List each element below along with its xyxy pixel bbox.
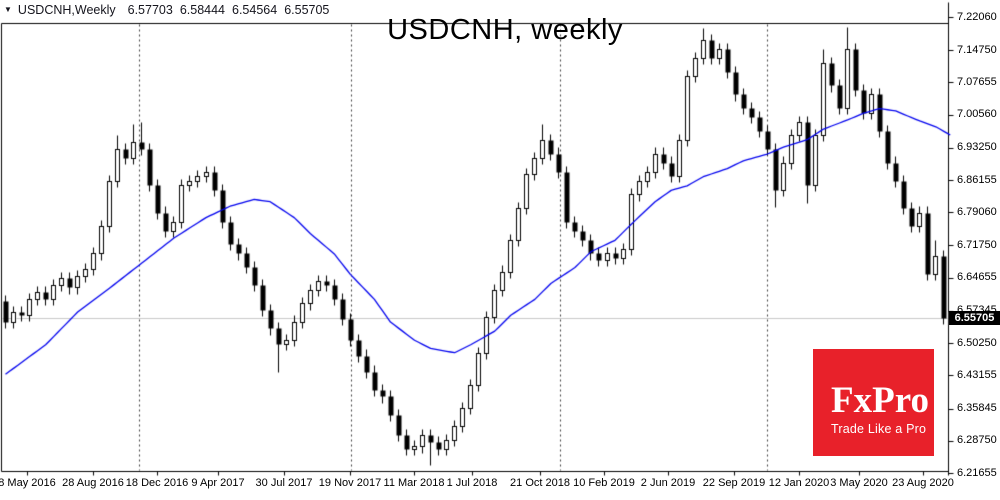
price-axis-label: 6.50250	[957, 336, 997, 349]
time-axis-label: 21 Oct 2018	[510, 477, 570, 489]
symbol-dropdown-icon[interactable]: ▼	[4, 5, 12, 14]
price-axis-label: 6.35845	[957, 402, 997, 415]
chart-header: ▼ USDCNH,Weekly 6.57703 6.58444 6.54564 6.557…	[4, 3, 336, 17]
time-axis-label: 22 Sep 2019	[702, 477, 766, 489]
price-axis-label: 7.07655	[957, 75, 997, 88]
time-axis-label: 2 Jun 2019	[640, 477, 696, 489]
ohlc-open-value: 6.57703	[127, 3, 173, 17]
time-axis-label: 10 Feb 2019	[573, 477, 635, 489]
time-axis-label: 18 Dec 2016	[125, 477, 189, 489]
price-axis-label: 7.00560	[957, 108, 997, 121]
time-axis-label: 1 Jul 2018	[446, 477, 498, 489]
price-axis-label: 7.14750	[957, 43, 997, 56]
price-axis-label: 6.71750	[957, 238, 997, 251]
time-axis-label: 12 Jan 2020	[768, 477, 830, 489]
time-axis-label: 30 Jul 2017	[255, 477, 313, 489]
ohlc-close-value: 6.55705	[284, 3, 330, 17]
fxpro-logo-tagline: Trade Like a Pro	[831, 422, 927, 436]
current-price-tag: 6.55705	[949, 311, 1000, 325]
ohlc-high-value: 6.58444	[179, 3, 225, 17]
fxpro-logo-wordmark: FxPro	[831, 380, 929, 421]
time-axis-label: 8 May 2016	[0, 477, 56, 489]
price-axis-label: 6.86155	[957, 173, 997, 186]
chart-title: USDCNH, weekly	[387, 14, 623, 46]
price-axis-label: 6.93250	[957, 141, 997, 154]
price-axis-label: 6.79060	[957, 205, 997, 218]
time-axis-label: 9 Apr 2017	[191, 477, 245, 489]
price-axis-label: 7.22060	[957, 10, 997, 23]
price-axis-label: 6.21655	[957, 466, 997, 479]
symbol-period-label: USDCNH,Weekly	[17, 3, 116, 17]
time-axis-label: 3 May 2020	[830, 477, 888, 489]
time-axis-label: 23 Aug 2020	[892, 477, 954, 489]
price-axis-label: 6.43155	[957, 368, 997, 381]
price-axis-label: 6.28750	[957, 434, 997, 447]
time-axis-label: 28 Aug 2016	[62, 477, 124, 489]
fxpro-logo: FxPro Trade Like a Pro	[813, 349, 934, 456]
time-axis-label: 19 Nov 2017	[318, 477, 382, 489]
time-axis-label: 11 Mar 2018	[383, 477, 445, 489]
price-axis-label: 6.64655	[957, 271, 997, 284]
ohlc-low-value: 6.54564	[232, 3, 278, 17]
